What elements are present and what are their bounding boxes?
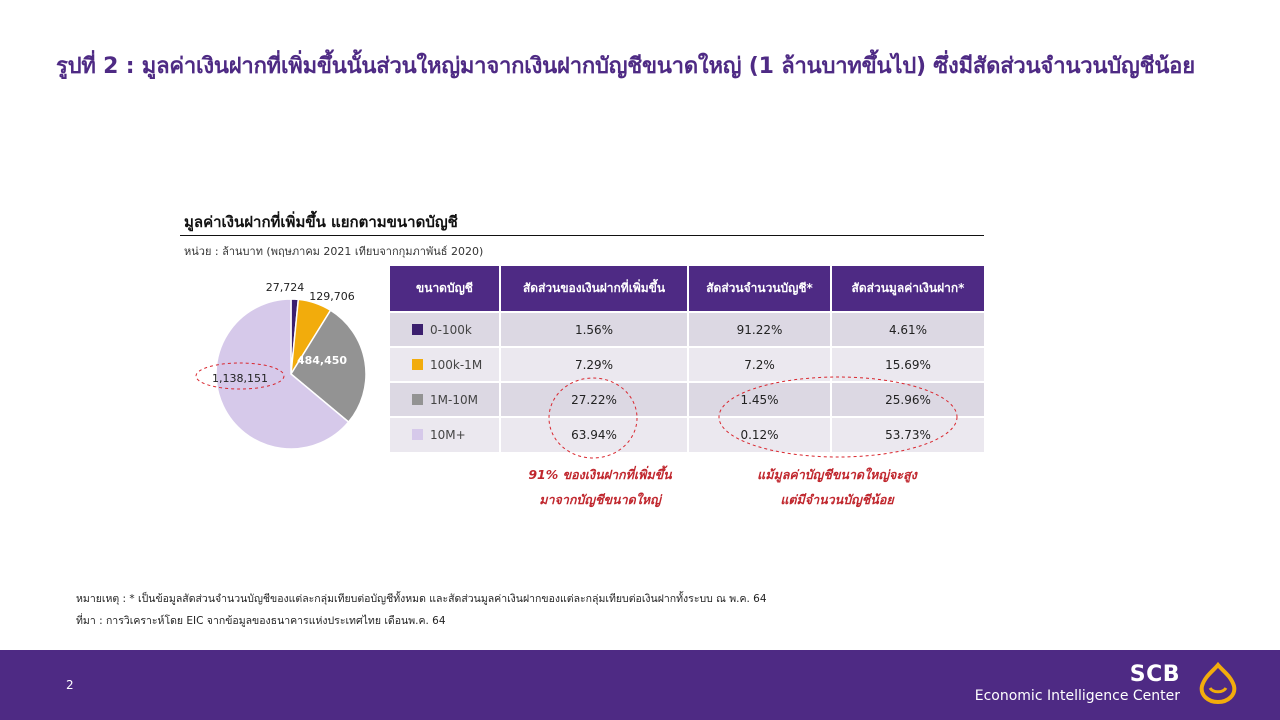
size-cell: 10M+ xyxy=(390,416,501,452)
size-label: 1M-10M xyxy=(430,392,478,407)
table-row: 1M-10M 27.22% 1.45% 25.96% xyxy=(390,381,984,417)
table-header-row: ขนาดบัญชี สัดส่วนของเงินฝากที่เพิ่มขึ้น … xyxy=(390,266,984,312)
table-cell: 4.61% xyxy=(831,311,984,347)
legend-swatch xyxy=(412,429,423,440)
pie-slice-1m-10m xyxy=(290,309,367,424)
size-cell: 1M-10M xyxy=(390,381,501,417)
chart-unit: หน่วย : ล้านบาท (พฤษภาคม 2021 เทียบจากกุ… xyxy=(184,245,484,258)
pie-value-label: 1,138,151 xyxy=(212,372,268,385)
table-row: 10M+ 63.94% 0.12% 53.73% xyxy=(390,416,984,452)
data-table: ขนาดบัญชี สัดส่วนของเงินฝากที่เพิ่มขึ้น … xyxy=(390,266,984,452)
table-cell: 63.94% xyxy=(500,416,689,452)
annotation-right: แม้มูลค่าบัญชีขนาดใหญ่จะสูง แต่มีจำนวนบั… xyxy=(737,462,937,512)
brand-subtitle: Economic Intelligence Center xyxy=(974,688,1180,704)
footer-bar: 2 SCB Economic Intelligence Center xyxy=(0,650,1280,720)
pie-value-label: 129,706 xyxy=(309,290,355,303)
title-divider xyxy=(180,235,984,236)
column-header: สัดส่วนมูลค่าเงินฝาก* xyxy=(831,266,984,312)
table-cell: 7.2% xyxy=(688,346,832,382)
pie-value-label: 484,450 xyxy=(297,354,347,367)
table-cell: 27.22% xyxy=(500,381,689,417)
table-cell: 7.29% xyxy=(500,346,689,382)
legend-swatch xyxy=(412,393,423,405)
annotation-right-line: แต่มีจำนวนบัญชีน้อย xyxy=(780,492,894,507)
size-label: 100k-1M xyxy=(430,357,483,372)
size-label: 10M+ xyxy=(430,428,466,442)
table-cell: 53.73% xyxy=(831,416,984,452)
annotation-left-line: 91% ของเงินฝากที่เพิ่มขึ้น xyxy=(528,467,672,482)
size-label: 0-100k xyxy=(430,322,472,337)
table-row: 100k-1M 7.29% 7.2% 15.69% xyxy=(390,346,984,382)
footnote-note: หมายเหตุ : * เป็นข้อมูลสัดส่วนจำนวนบัญชี… xyxy=(76,593,767,605)
chart-title: มูลค่าเงินฝากที่เพิ่มขึ้น แยกตามขนาดบัญช… xyxy=(184,213,458,231)
table-cell: 25.96% xyxy=(831,381,984,417)
footnote-source: ที่มา : การวิเคราะห์โดย EIC จากข้อมูลของ… xyxy=(76,615,446,627)
annotation-left: 91% ของเงินฝากที่เพิ่มขึ้น มาจากบัญชีขนา… xyxy=(505,462,695,512)
pie-value-label: 27,724 xyxy=(266,281,305,294)
pie-chart: 27,724 129,706 484,450 1,138,151 xyxy=(212,281,367,450)
column-header: สัดส่วนของเงินฝากที่เพิ่มขึ้น xyxy=(500,266,689,312)
table-cell: 1.56% xyxy=(500,311,689,347)
table-cell: 0.12% xyxy=(688,416,832,452)
table-cell: 1.45% xyxy=(688,381,832,417)
page-number: 2 xyxy=(66,678,74,692)
column-header: สัดส่วนจำนวนบัญชี* xyxy=(688,266,832,312)
legend-swatch xyxy=(412,323,423,335)
table-cell: 15.69% xyxy=(831,346,984,382)
brand-name: SCB xyxy=(1129,662,1180,687)
column-header: ขนาดบัญชี xyxy=(390,266,501,312)
page-title: รูปที่ 2 : มูลค่าเงินฝากที่เพิ่มขึ้นนั้น… xyxy=(56,54,1195,79)
table-cell: 91.22% xyxy=(688,311,832,347)
size-cell: 100k-1M xyxy=(390,346,501,382)
table-row: 0-100k 1.56% 91.22% 4.61% xyxy=(390,311,984,347)
annotation-right-line: แม้มูลค่าบัญชีขนาดใหญ่จะสูง xyxy=(757,467,917,482)
annotation-left-line: มาจากบัญชีขนาดใหญ่ xyxy=(539,492,661,507)
legend-swatch xyxy=(412,358,423,370)
size-cell: 0-100k xyxy=(390,311,501,347)
scb-logo-icon xyxy=(1199,662,1237,705)
